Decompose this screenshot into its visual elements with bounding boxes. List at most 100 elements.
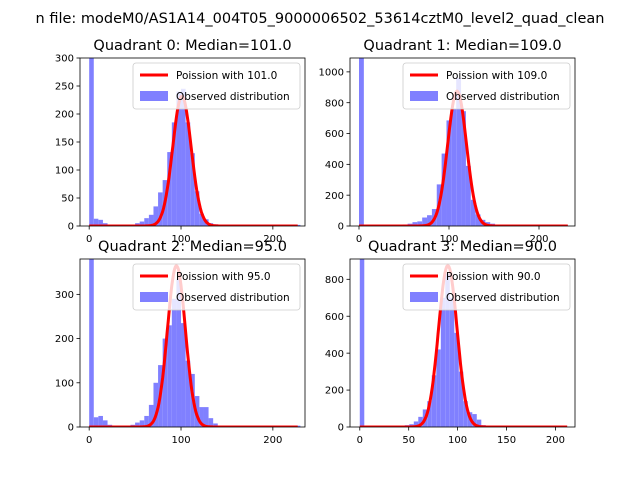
legend-curve-label: Poission with 90.0	[446, 271, 541, 283]
histogram-bar	[194, 191, 200, 226]
y-tick-label: 150	[55, 138, 74, 149]
histogram-bar	[98, 415, 103, 427]
histogram-bar	[171, 122, 177, 226]
legend-box	[402, 62, 571, 110]
histogram-bar	[359, 58, 364, 226]
y-tick-label: 800	[325, 275, 344, 286]
histogram-bar	[427, 215, 432, 226]
y-tick-label: 200	[325, 191, 344, 202]
x-tick-label: 50	[402, 435, 415, 446]
histogram-bar	[102, 420, 108, 427]
y-tick-label: 200	[325, 386, 344, 397]
y-tick-label: 800	[325, 98, 344, 109]
histogram-bar	[461, 111, 466, 226]
x-tick-label: 200	[263, 435, 282, 446]
y-tick-label: 250	[55, 82, 74, 93]
poisson-curve-line	[88, 94, 299, 226]
histogram-bar	[148, 214, 154, 226]
histogram-bar	[176, 91, 182, 226]
y-tick-label: 50	[61, 194, 74, 205]
histogram-bar	[213, 423, 218, 427]
legend-histogram-label: Observed distribution	[176, 91, 290, 103]
histogram-bar	[472, 414, 477, 427]
histogram-bar	[436, 349, 441, 427]
histogram-bar	[465, 165, 471, 226]
histogram-bar	[185, 360, 191, 427]
histogram-bar	[445, 273, 450, 427]
histogram-bar	[454, 332, 459, 427]
y-tick-label: 600	[325, 129, 344, 140]
histogram-bar	[167, 152, 172, 226]
subplot-quadrant-2: 0 100 200 0 100 200 300 Poission with 95.0 Obser…	[55, 239, 306, 446]
histogram-bar	[427, 401, 432, 427]
histogram-bar	[199, 407, 204, 427]
y-tick-label: 100	[55, 378, 74, 389]
histogram-bar	[167, 325, 172, 427]
legend-curve-label: Poission with 101.0	[176, 70, 277, 82]
y-tick-label: 0	[68, 222, 74, 233]
x-tick-label: 100	[171, 435, 190, 446]
histogram-bar	[93, 417, 99, 427]
histogram-bar	[144, 218, 149, 226]
histogram-bar	[153, 206, 159, 226]
histogram-bar	[148, 404, 154, 427]
y-tick-label: 300	[55, 54, 74, 65]
y-tick-label: 100	[55, 166, 74, 177]
histogram-bar	[139, 420, 145, 427]
histogram-bar	[431, 375, 437, 427]
x-tick-label: 200	[546, 435, 565, 446]
legend-box	[132, 62, 301, 110]
histogram-bar	[162, 338, 168, 427]
histogram-bar	[89, 259, 94, 427]
subplot-quadrant-1: 0 100 200 0 200 400 600 800 1000 Poission with 10…	[319, 38, 576, 245]
histogram-bar	[135, 422, 140, 427]
x-tick-label: 0	[357, 435, 363, 446]
legend-histogram-swatch	[140, 91, 168, 101]
x-tick-label: 200	[529, 234, 548, 245]
histogram-bar	[190, 153, 195, 226]
legend-histogram-swatch	[140, 292, 168, 302]
x-tick-label: 0	[86, 435, 92, 446]
plot-area	[88, 259, 301, 427]
histogram-bar	[171, 298, 177, 427]
histogram-bar	[181, 88, 186, 226]
y-tick-label: 200	[55, 334, 74, 345]
legend-histogram-label: Observed distribution	[446, 91, 560, 103]
y-tick-label: 400	[325, 160, 344, 171]
y-tick-label: 0	[338, 423, 344, 434]
histogram-bar	[441, 153, 447, 226]
histogram-bar	[418, 416, 423, 427]
histogram-bar	[295, 224, 301, 226]
histogram-bar	[463, 401, 468, 427]
plot-area	[359, 259, 568, 427]
histogram-bar	[359, 259, 365, 427]
histogram-bar	[176, 278, 182, 427]
histogram-bar	[203, 407, 209, 427]
y-tick-label: 400	[325, 349, 344, 360]
poisson-curve-line	[359, 264, 568, 427]
histogram-bar	[422, 217, 428, 226]
y-tick-label: 300	[55, 290, 74, 301]
poisson-curve-line	[88, 264, 299, 427]
subplot-title: Quadrant 3: Median=90.0	[368, 239, 557, 255]
histogram-bar	[185, 122, 191, 226]
legend-histogram-label: Observed distribution	[176, 292, 290, 304]
y-tick-label: 0	[68, 423, 74, 434]
subplot-title: Quadrant 0: Median=101.0	[93, 38, 291, 54]
axes-frame	[349, 57, 576, 227]
x-tick-label: 100	[439, 234, 458, 245]
x-tick-label: 150	[497, 435, 516, 446]
subplot-title: Quadrant 1: Median=109.0	[363, 38, 561, 54]
histogram-bar	[413, 421, 419, 427]
subplot-quadrant-0: 0 100 200 0 50 100 150 200 250 300 Poission with 1…	[55, 38, 306, 245]
axes-frame	[349, 258, 576, 428]
histogram-bar	[199, 213, 204, 226]
x-tick-label: 100	[171, 234, 190, 245]
legend-box	[402, 263, 571, 311]
histogram-bar	[158, 192, 163, 226]
legend-curve-label: Poission with 109.0	[446, 70, 547, 82]
plot-area	[358, 58, 569, 226]
histogram-bar	[89, 58, 94, 226]
histogram-bar	[295, 425, 301, 427]
